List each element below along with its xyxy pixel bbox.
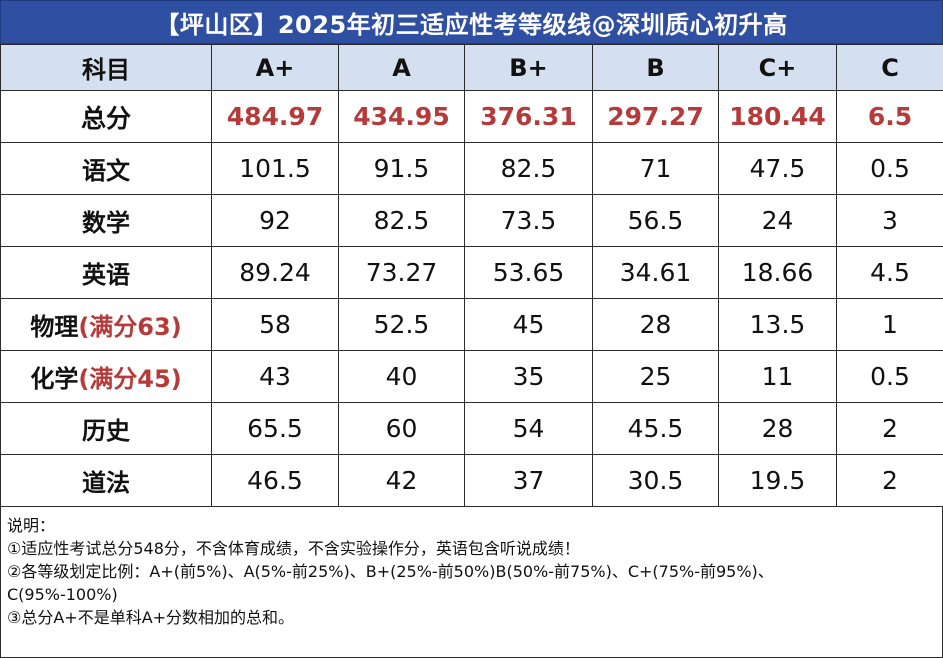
header-cell-c-plus: C+: [718, 44, 837, 91]
value-cell: 4.5: [836, 246, 943, 299]
value-cell: 42: [338, 454, 465, 507]
subject-name: 英语: [82, 261, 130, 289]
table-row-chemistry: 化学(满分45) 43 40 35 25 11 0.5: [0, 350, 943, 403]
value-cell: 52.5: [338, 298, 465, 351]
header-cell-b-plus: B+: [464, 44, 593, 91]
value-cell: 53.65: [464, 246, 593, 299]
table-row-morality-law: 道法 46.5 42 37 30.5 19.5 2: [0, 454, 943, 507]
value-cell: 37: [464, 454, 593, 507]
note-line: ②各等级划定比例：A+(前5%)、A(5%-前25%)、B+(25%-前50%)…: [7, 562, 774, 581]
subject-name: 化学: [30, 365, 79, 393]
notes-section: 说明： ①适应性考试总分548分，不含体育成绩，不含实验操作分，英语包含听说成绩…: [0, 506, 943, 658]
value-cell: 34.61: [592, 246, 719, 299]
header-cell-c: C: [836, 44, 943, 91]
value-cell: 30.5: [592, 454, 719, 507]
value-cell: 54: [464, 402, 593, 455]
value-cell: 58: [211, 298, 339, 351]
table-row-chinese: 语文 101.5 91.5 82.5 71 47.5 0.5: [0, 142, 943, 195]
subject-cell: 语文: [0, 142, 212, 195]
value-cell: 6.5: [836, 90, 943, 143]
value-cell: 3: [836, 194, 943, 247]
value-cell: 376.31: [464, 90, 593, 143]
subject-cell: 总分: [0, 90, 212, 143]
note-line: C(95%-100%): [7, 585, 118, 604]
grade-table: 科目 A+ A B+ B C+ C 总分 484.97 434.95 376.3…: [0, 44, 943, 507]
value-cell: 28: [592, 298, 719, 351]
subject-cell: 道法: [0, 454, 212, 507]
value-cell: 82.5: [338, 194, 465, 247]
subject-cell: 物理(满分63): [0, 298, 212, 351]
value-cell: 28: [718, 402, 837, 455]
subject-name: 历史: [82, 417, 130, 445]
subject-cell: 数学: [0, 194, 212, 247]
full-score-note: (满分45): [78, 365, 182, 393]
value-cell: 2: [836, 454, 943, 507]
value-cell: 91.5: [338, 142, 465, 195]
value-cell: 1: [836, 298, 943, 351]
value-cell: 180.44: [718, 90, 837, 143]
value-cell: 60: [338, 402, 465, 455]
value-cell: 89.24: [211, 246, 339, 299]
value-cell: 40: [338, 350, 465, 403]
table-row-english: 英语 89.24 73.27 53.65 34.61 18.66 4.5: [0, 246, 943, 299]
value-cell: 47.5: [718, 142, 837, 195]
page-title: 【坪山区】2025年初三适应性考等级线@深圳质心初升高: [0, 0, 943, 44]
value-cell: 434.95: [338, 90, 465, 143]
subject-cell: 英语: [0, 246, 212, 299]
table-row-physics: 物理(满分63) 58 52.5 45 28 13.5 1: [0, 298, 943, 351]
table-row-history: 历史 65.5 60 54 45.5 28 2: [0, 402, 943, 455]
header-row: 科目 A+ A B+ B C+ C: [0, 44, 943, 91]
table-row-math: 数学 92 82.5 73.5 56.5 24 3: [0, 194, 943, 247]
value-cell: 0.5: [836, 350, 943, 403]
value-cell: 73.5: [464, 194, 593, 247]
value-cell: 101.5: [211, 142, 339, 195]
value-cell: 19.5: [718, 454, 837, 507]
header-cell-subject: 科目: [0, 44, 212, 91]
value-cell: 56.5: [592, 194, 719, 247]
value-cell: 71: [592, 142, 719, 195]
value-cell: 46.5: [211, 454, 339, 507]
value-cell: 82.5: [464, 142, 593, 195]
value-cell: 484.97: [211, 90, 339, 143]
notes-heading: 说明：: [7, 516, 56, 535]
value-cell: 73.27: [338, 246, 465, 299]
table-row-total: 总分 484.97 434.95 376.31 297.27 180.44 6.…: [0, 90, 943, 143]
value-cell: 2: [836, 402, 943, 455]
header-cell-a: A: [338, 44, 465, 91]
value-cell: 35: [464, 350, 593, 403]
value-cell: 297.27: [592, 90, 719, 143]
value-cell: 24: [718, 194, 837, 247]
value-cell: 92: [211, 194, 339, 247]
value-cell: 13.5: [718, 298, 837, 351]
value-cell: 43: [211, 350, 339, 403]
subject-name: 语文: [82, 157, 130, 185]
note-line: ①适应性考试总分548分，不含体育成绩，不含实验操作分，英语包含听说成绩！: [7, 539, 580, 558]
header-cell-a-plus: A+: [211, 44, 339, 91]
subject-name: 物理: [30, 313, 79, 341]
header-cell-b: B: [592, 44, 719, 91]
value-cell: 45: [464, 298, 593, 351]
subject-cell: 历史: [0, 402, 212, 455]
value-cell: 0.5: [836, 142, 943, 195]
value-cell: 65.5: [211, 402, 339, 455]
subject-name: 总分: [80, 103, 131, 133]
subject-name: 数学: [82, 209, 130, 237]
value-cell: 45.5: [592, 402, 719, 455]
value-cell: 18.66: [718, 246, 837, 299]
full-score-note: (满分63): [78, 313, 182, 341]
value-cell: 11: [718, 350, 837, 403]
note-line: ③总分A+不是单科A+分数相加的总和。: [7, 608, 295, 627]
subject-name: 道法: [82, 469, 130, 497]
value-cell: 25: [592, 350, 719, 403]
subject-cell: 化学(满分45): [0, 350, 212, 403]
